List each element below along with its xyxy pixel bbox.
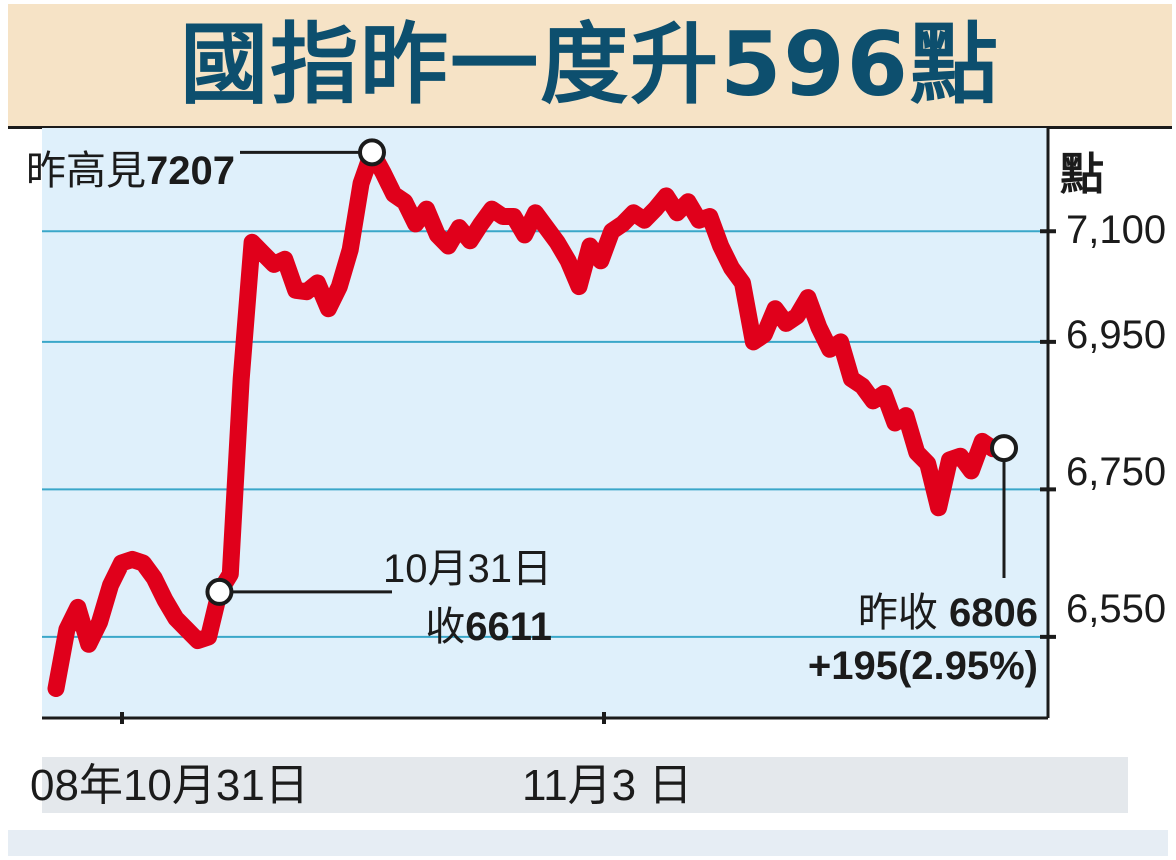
high-marker — [358, 138, 386, 167]
bottom-band — [8, 830, 1168, 856]
high-value: 7207 — [146, 149, 235, 193]
y-tick-label: 6,550 — [1066, 587, 1167, 631]
x-tick-label: 11月3 日 — [522, 761, 693, 810]
oct31-annotation: 10月31日 收6611 — [372, 536, 552, 652]
oct31-date: 10月31日 — [383, 547, 552, 591]
title-bar: 國指昨一度升596點 — [8, 4, 1172, 129]
oct31-value: 6611 — [465, 605, 552, 649]
chart-title: 國指昨一度升596點 — [180, 13, 1000, 116]
y-tick-label: 6,750 — [1066, 450, 1167, 494]
close-annotation: 昨收 6806 +195(2.95%) — [790, 580, 1038, 689]
high-annotation: 昨高見7207 — [26, 138, 235, 196]
high-label: 昨高見 — [26, 149, 146, 193]
index-line — [47, 143, 1013, 697]
y-tick-label: 6,950 — [1066, 313, 1167, 357]
close-change: +195(2.95%) — [807, 644, 1038, 688]
close-value: 6806 — [949, 591, 1038, 635]
y-tick-label: 7,100 — [1066, 208, 1167, 252]
close-marker — [990, 434, 1018, 463]
oct31-label: 收 — [425, 605, 466, 649]
close-label: 昨收 — [857, 591, 938, 635]
date-axis-band — [42, 757, 1128, 813]
oct31-marker — [205, 577, 234, 606]
x-tick-label: 08年10月31日 — [30, 761, 309, 810]
y-axis-unit: 點 — [1060, 150, 1104, 199]
